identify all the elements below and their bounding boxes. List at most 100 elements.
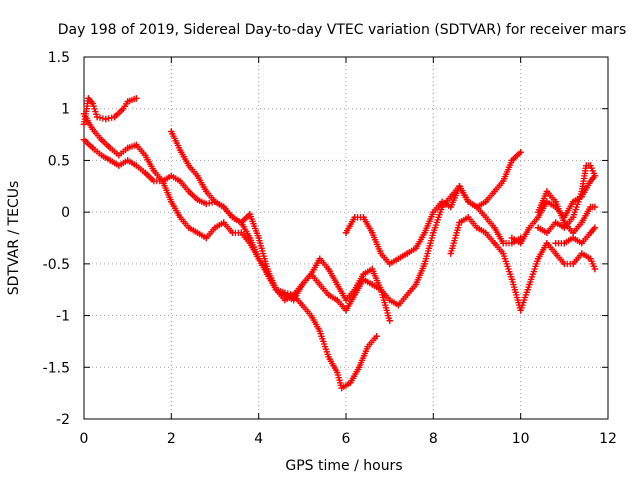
data-point [491, 240, 498, 247]
data-point [124, 98, 131, 105]
data-point [351, 214, 358, 221]
data-point [194, 196, 201, 203]
data-point [534, 208, 542, 216]
data-point [473, 203, 481, 211]
tick-labels: 0 2 4 6 8 10 12 1.5 1 0.5 0 -0.5 -1 -1.5 -2 [43, 50, 617, 447]
data-point [255, 255, 262, 262]
data-point [578, 240, 585, 247]
data-point [500, 250, 507, 257]
data-point [395, 302, 402, 309]
data-point [168, 128, 175, 135]
data-point [203, 200, 210, 208]
data-point [80, 121, 88, 128]
data-point [482, 214, 489, 221]
data-point [220, 219, 227, 226]
data-point [107, 144, 114, 152]
data-point [377, 250, 385, 257]
data-point [176, 177, 184, 185]
data-point [360, 271, 367, 278]
data-point [543, 198, 551, 205]
data-point [194, 172, 201, 180]
data-point [102, 115, 109, 123]
chart-title: Day 198 of 2019, Sidereal Day-to-day VTE… [58, 22, 626, 38]
data-point [456, 219, 463, 226]
data-point [246, 234, 254, 242]
data-point [238, 219, 245, 226]
y-axis-label: SDTVAR / TECUs [6, 181, 22, 296]
data-point [465, 198, 472, 205]
data-point [591, 265, 599, 273]
data-point [561, 260, 568, 268]
data-point [80, 110, 88, 118]
data-point [246, 211, 254, 218]
data-point [543, 188, 551, 195]
data-point [120, 105, 127, 112]
data-point [290, 291, 297, 299]
data-point [325, 265, 332, 273]
y-tick-label: 1.5 [48, 50, 70, 66]
data-point [517, 240, 524, 247]
data-point [150, 177, 158, 185]
data-point [491, 188, 498, 195]
data-point [281, 296, 289, 304]
x-tick-label: 6 [342, 431, 351, 447]
x-tick-label: 4 [254, 431, 263, 447]
data-point [98, 136, 105, 143]
data-point [552, 250, 559, 257]
data-point [89, 100, 96, 107]
data-marks [80, 95, 599, 392]
data-point [517, 149, 524, 156]
data-point [194, 229, 201, 236]
data-point [591, 224, 599, 231]
data-point [334, 296, 341, 304]
data-point [543, 240, 551, 247]
data-point [534, 224, 542, 231]
y-tick-label: -2 [56, 412, 70, 428]
data-point [133, 162, 140, 169]
data-point [185, 224, 192, 231]
data-point [587, 255, 594, 262]
data-point [447, 193, 454, 200]
x-tick-label: 12 [599, 431, 617, 447]
data-point [355, 364, 363, 371]
data-point [264, 271, 271, 278]
data-point [373, 333, 380, 340]
data-point [211, 198, 219, 205]
data-point [386, 260, 393, 268]
data-point [85, 95, 92, 102]
data-point [473, 224, 481, 231]
data-point [220, 203, 227, 211]
data-point [543, 229, 551, 236]
data-point [491, 224, 498, 231]
data-point [364, 343, 371, 350]
series-track-j [552, 224, 599, 247]
data-point [80, 136, 88, 143]
data-point [150, 167, 158, 174]
data-point [141, 152, 149, 159]
data-point [316, 281, 323, 288]
data-point [98, 152, 105, 159]
data-point [307, 271, 315, 278]
data-point [430, 208, 437, 216]
data-point [342, 229, 350, 236]
data-point [395, 255, 402, 262]
series-track-e [342, 149, 524, 268]
data-point [299, 281, 306, 288]
data-point [133, 141, 140, 149]
data-point [325, 291, 332, 299]
data-point [203, 234, 210, 242]
grid [84, 57, 608, 419]
data-point [168, 198, 175, 205]
series-track-i [534, 162, 599, 236]
data-point [93, 113, 101, 121]
data-point [438, 198, 446, 205]
data-point [591, 172, 599, 180]
data-point [238, 229, 245, 236]
series-track-f [447, 214, 599, 314]
data-point [403, 250, 411, 257]
data-point [176, 146, 184, 154]
data-point [115, 162, 123, 169]
data-point [111, 113, 118, 121]
data-point [508, 157, 516, 164]
data-point [508, 234, 516, 242]
